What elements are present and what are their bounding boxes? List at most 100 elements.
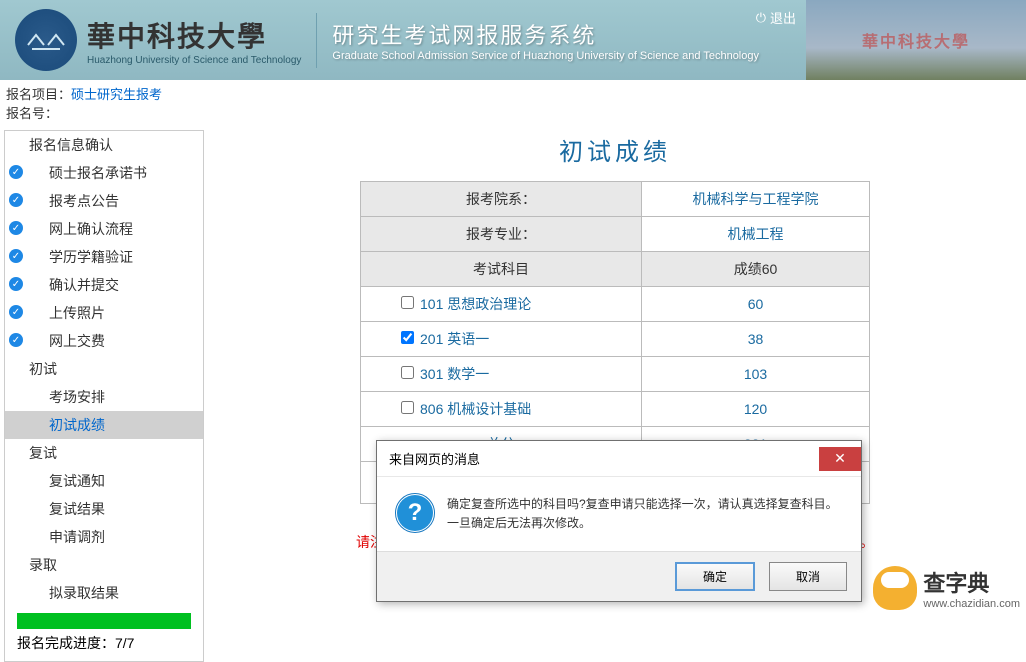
check-icon: [9, 249, 23, 263]
sidebar-item-label: 复试结果: [49, 501, 105, 517]
subject-row: 201 英语一38: [361, 322, 870, 357]
progress-value: 7/7: [115, 635, 134, 651]
num-label: 报名号：: [6, 106, 58, 121]
univ-name-en: Huazhong University of Science and Techn…: [87, 55, 301, 66]
sidebar-item-label: 硕士报名承诺书: [49, 165, 147, 181]
subject-score: 60: [642, 287, 870, 322]
sidebar-item-10[interactable]: 初试成绩: [5, 411, 203, 439]
subject-row: 806 机械设计基础120: [361, 392, 870, 427]
univ-name: 華中科技大學 Huazhong University of Science an…: [87, 15, 301, 66]
sidebar-item-9[interactable]: 考场安排: [5, 383, 203, 411]
sidebar-item-14[interactable]: 申请调剂: [5, 523, 203, 551]
subject-cell: 806 机械设计基础: [361, 392, 642, 427]
sidebar: 报名信息确认硕士报名承诺书报考点公告网上确认流程学历学籍验证确认并提交上传照片网…: [4, 130, 204, 662]
sidebar-item-4[interactable]: 学历学籍验证: [5, 243, 203, 271]
system-name: 研究生考试网报服务系统 Graduate School Admission Se…: [332, 18, 759, 62]
sidebar-item-label: 报名信息确认: [29, 137, 113, 153]
check-icon: [9, 221, 23, 235]
dept-value: 机械科学与工程学院: [642, 182, 870, 217]
score-header: 成绩60: [642, 252, 870, 287]
check-icon: [9, 193, 23, 207]
header-building-image: 華中科技大學: [806, 0, 1026, 80]
sidebar-item-7[interactable]: 网上交费: [5, 327, 203, 355]
subject-checkbox[interactable]: [401, 366, 414, 379]
dept-label: 报考院系：: [361, 182, 642, 217]
progress-label: 报名完成进度：: [17, 635, 115, 651]
major-label: 报考专业：: [361, 217, 642, 252]
sidebar-item-label: 网上交费: [49, 333, 105, 349]
logout-label: 退出: [770, 8, 796, 27]
sidebar-item-11[interactable]: 复试: [5, 439, 203, 467]
sidebar-item-label: 学历学籍验证: [49, 249, 133, 265]
page-title: 初试成绩: [224, 126, 1006, 181]
check-icon: [9, 165, 23, 179]
dialog-close-button[interactable]: ✕: [819, 447, 861, 471]
check-icon: [9, 305, 23, 319]
sidebar-item-label: 复试: [29, 445, 57, 461]
check-icon: [9, 333, 23, 347]
sidebar-item-label: 考场安排: [49, 389, 105, 405]
subject-score: 103: [642, 357, 870, 392]
dialog-message: 确定复查所选中的科目吗?复查申请只能选择一次，请认真选择复查科目。一旦确定后无法…: [447, 495, 841, 533]
logo-section: 華中科技大學 Huazhong University of Science an…: [15, 9, 301, 71]
close-icon: ✕: [834, 450, 846, 467]
sidebar-item-8[interactable]: 初试: [5, 355, 203, 383]
dialog-ok-button[interactable]: 确定: [675, 562, 755, 591]
sidebar-item-13[interactable]: 复试结果: [5, 495, 203, 523]
sidebar-item-label: 拟录取结果: [49, 585, 119, 601]
subject-header: 考试科目: [361, 252, 642, 287]
dialog-body: ? 确定复查所选中的科目吗?复查申请只能选择一次，请认真选择复查科目。一旦确定后…: [377, 477, 861, 551]
sidebar-item-label: 初试成绩: [49, 417, 105, 433]
progress-text: 报名完成进度：7/7: [5, 631, 203, 655]
subject-checkbox[interactable]: [401, 401, 414, 414]
watermark-url: www.chazidian.com: [923, 598, 1020, 610]
subject-score: 38: [642, 322, 870, 357]
dialog-cancel-button[interactable]: 取消: [769, 562, 847, 591]
sidebar-item-12[interactable]: 复试通知: [5, 467, 203, 495]
sidebar-item-15[interactable]: 录取: [5, 551, 203, 579]
sidebar-item-label: 报考点公告: [49, 193, 119, 209]
top-info: 报名项目：硕士研究生报考 报名号：: [0, 80, 1026, 126]
sidebar-item-2[interactable]: 报考点公告: [5, 187, 203, 215]
subject-checkbox[interactable]: [401, 331, 414, 344]
sidebar-item-0[interactable]: 报名信息确认: [5, 131, 203, 159]
system-name-en: Graduate School Admission Service of Hua…: [332, 50, 759, 62]
sidebar-item-label: 申请调剂: [49, 529, 105, 545]
sidebar-item-label: 录取: [29, 557, 57, 573]
proj-value: 硕士研究生报考: [71, 87, 162, 102]
confirm-dialog: 来自网页的消息 ✕ ? 确定复查所选中的科目吗?复查申请只能选择一次，请认真选择…: [376, 440, 862, 602]
subject-checkbox[interactable]: [401, 296, 414, 309]
dialog-title-text: 来自网页的消息: [389, 449, 480, 468]
sidebar-item-label: 复试通知: [49, 473, 105, 489]
major-value: 机械工程: [642, 217, 870, 252]
check-icon: [9, 277, 23, 291]
sidebar-item-6[interactable]: 上传照片: [5, 299, 203, 327]
subject-row: 301 数学一103: [361, 357, 870, 392]
univ-name-cn: 華中科技大學: [87, 15, 301, 55]
sidebar-item-1[interactable]: 硕士报名承诺书: [5, 159, 203, 187]
logout-button[interactable]: ⏻ 退出: [756, 8, 796, 27]
subject-row: 101 思想政治理论60: [361, 287, 870, 322]
header: 華中科技大學 Huazhong University of Science an…: [0, 0, 1026, 80]
sidebar-item-3[interactable]: 网上确认流程: [5, 215, 203, 243]
sidebar-item-label: 网上确认流程: [49, 221, 133, 237]
subject-cell: 101 思想政治理论: [361, 287, 642, 322]
building-text: 華中科技大學: [862, 28, 970, 52]
sidebar-item-label: 初试: [29, 361, 57, 377]
system-name-cn: 研究生考试网报服务系统: [332, 18, 759, 50]
subject-cell: 201 英语一: [361, 322, 642, 357]
dialog-titlebar: 来自网页的消息 ✕: [377, 441, 861, 477]
dialog-buttons: 确定 取消: [377, 551, 861, 601]
watermark: 查字典 www.chazidian.com: [873, 566, 1020, 610]
question-icon: ?: [397, 495, 433, 531]
watermark-name: 查字典: [923, 571, 989, 596]
sidebar-item-16[interactable]: 拟录取结果: [5, 579, 203, 607]
progress-bar: [17, 613, 191, 629]
subject-score: 120: [642, 392, 870, 427]
proj-label: 报名项目：: [6, 87, 71, 102]
sidebar-item-5[interactable]: 确认并提交: [5, 271, 203, 299]
sidebar-item-label: 上传照片: [49, 305, 105, 321]
sidebar-item-label: 确认并提交: [49, 277, 119, 293]
power-icon: ⏻: [756, 10, 766, 26]
divider: [316, 13, 317, 68]
